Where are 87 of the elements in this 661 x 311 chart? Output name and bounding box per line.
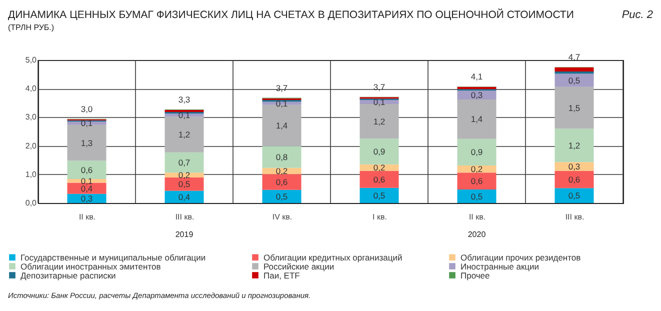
x-tick-label: II кв. [468,212,486,222]
x-tick-label: III кв. [565,212,584,222]
data-label: 1,2 [373,116,386,126]
y-tick-label: 3,0 [25,112,38,122]
legend-label: Государственные и муниципальные облигации [20,252,206,262]
bar [164,178,204,191]
bar [262,174,302,190]
data-label: 0,3 [470,90,483,100]
total-label: 3,0 [80,104,93,114]
data-label: 1,4 [276,120,288,130]
data-label: 0,8 [276,152,288,162]
y-tick-label: 0,0 [25,198,38,208]
data-label: 0,1 [373,97,386,108]
data-label: 0,6 [568,174,580,185]
data-label: 0,6 [373,174,386,184]
legend-label: Облигации иностранных эмитентов [20,261,162,272]
data-label: 0,3 [80,193,93,204]
data-label: 0,9 [373,146,386,157]
data-label: 1,2 [568,140,580,150]
data-label: 0,7 [178,158,190,168]
data-label: 0,9 [470,147,483,158]
bar [554,170,594,188]
data-label: 0,3 [568,162,580,172]
bar [457,99,496,139]
legend-label: Прочее [460,270,490,280]
bar [67,160,106,179]
x-tick-label: IV кв. [272,212,292,222]
text: 2020 [468,230,486,239]
data-label: 0,5 [373,190,386,200]
x-tick-label: II кв. [78,212,96,222]
y-tick-label: 5,0 [25,56,38,64]
bar [360,188,399,203]
data-label: 0,5 [276,191,288,202]
data-label: 0,2 [470,164,483,174]
bar [457,86,496,90]
chart-title: ДИНАМИКА ЦЕННЫХ БУМАГ ФИЗИЧЕСКИХ ЛИЦ НА СЧЕТАХ В ДЕПОЗИТАРИЯХ ПО ОЦЕНОЧНОЙ СТОИМОСТИ [8,8,574,21]
legend-label: Российские акции [264,261,334,272]
bar [554,86,594,129]
x-tick-label: I кв. [372,212,387,222]
legend-label: Иностранные акции [460,261,540,272]
data-label: 1,3 [80,138,93,148]
data-label: 0,4 [178,192,190,202]
bar [554,162,594,171]
data-label: 0,6 [276,176,288,187]
legend-label: Паи, ETF [264,270,300,280]
y-tick-label: 4,0 [25,84,38,94]
data-label: 0,2 [178,170,190,180]
bar [360,170,399,188]
bar [262,190,302,203]
data-label: 0,5 [568,190,580,201]
bar [554,188,594,203]
bar [262,146,302,168]
bar [554,67,594,72]
x-tick-label: III кв. [175,212,194,222]
data-label: 0,5 [470,191,483,202]
bar [457,138,496,166]
data-label: 0,1 [276,98,288,108]
y-tick-label: 2,0 [25,141,38,150]
legend-label: Депозитарные расписки [20,270,116,280]
total-label: 4,7 [568,52,580,62]
legend-label: Облигации кредитных организаций [264,252,402,262]
legend-label: Облигации прочих резидентов [460,252,582,262]
bar [164,152,204,173]
data-label: 0,5 [178,179,190,190]
data-label: 0,6 [470,176,483,186]
text: 2019 [175,230,194,239]
chart-subtitle: (ТРЛН РУБ.) [8,23,54,32]
data-label: 0,1 [80,176,93,186]
bar [457,190,496,203]
data-label: 1,5 [568,102,580,113]
bar [554,128,594,162]
bar [360,138,399,164]
total-label: 4,1 [470,72,483,82]
data-label: 1,2 [178,130,190,140]
data-label: 1,4 [470,114,483,124]
data-label: 0,2 [276,166,288,176]
bar [164,190,204,203]
data-label: 0,6 [80,164,93,175]
y-tick-label: 1,0 [25,170,38,179]
text: Рис. 2 [622,9,653,21]
bar [554,74,594,87]
data-label: 0,2 [373,162,386,173]
data-label: 0,1 [80,118,93,128]
total-label: 3,3 [178,94,190,104]
bar [457,90,496,100]
bar [457,172,496,190]
data-label: 0,5 [568,75,580,86]
